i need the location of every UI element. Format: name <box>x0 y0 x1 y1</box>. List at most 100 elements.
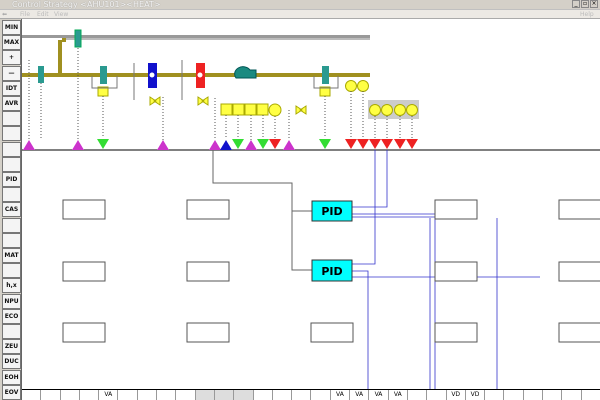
strip-cell[interactable]: VD <box>466 390 486 400</box>
empty-block-slot[interactable] <box>434 199 478 220</box>
menu-file[interactable]: File <box>20 11 31 18</box>
output-point-icon[interactable] <box>406 139 418 149</box>
strip-cell[interactable] <box>408 390 428 400</box>
strip-cell[interactable] <box>214 390 235 400</box>
palette-button-icon-16[interactable] <box>2 263 21 279</box>
strip-cell[interactable] <box>80 390 100 400</box>
palette-button-icon-7[interactable] <box>2 126 21 142</box>
palette-button-icon-20[interactable] <box>2 324 21 339</box>
strip-cell[interactable]: VD <box>447 390 466 400</box>
damper-icon[interactable] <box>74 29 82 48</box>
strip-cell[interactable]: VA <box>389 390 408 400</box>
palette-button-duc[interactable]: DUC <box>2 354 21 370</box>
strip-cell[interactable] <box>485 390 505 400</box>
palette-button-op[interactable]: + <box>2 50 21 66</box>
palette-button-eoh[interactable]: EOH <box>2 369 21 385</box>
strip-cell[interactable]: VA <box>369 390 389 400</box>
valve-icon[interactable] <box>197 96 209 106</box>
valve-icon[interactable] <box>149 96 161 106</box>
sensor-icon[interactable] <box>394 104 406 116</box>
strategy-canvas[interactable]: PID PID <box>22 19 600 390</box>
input-point-icon[interactable] <box>245 140 257 150</box>
output-point-icon[interactable] <box>257 139 269 149</box>
output-point-icon[interactable] <box>369 139 381 149</box>
strip-cell[interactable] <box>157 390 177 400</box>
strip-cell[interactable] <box>311 390 331 400</box>
empty-block-slot[interactable] <box>558 322 600 343</box>
block-icon[interactable] <box>244 103 257 116</box>
palette-button-op[interactable]: — <box>2 65 21 81</box>
palette-button-icon-13[interactable] <box>2 217 21 233</box>
output-point-icon[interactable] <box>381 139 393 149</box>
valve-icon[interactable] <box>295 105 307 115</box>
menu-edit[interactable]: Edit <box>37 11 49 18</box>
empty-block-slot[interactable] <box>62 261 106 282</box>
strip-cell[interactable]: VA <box>99 390 119 400</box>
output-point-icon[interactable] <box>232 139 244 149</box>
filter-icon[interactable] <box>100 66 107 84</box>
strip-cell[interactable] <box>195 390 215 400</box>
strip-cell[interactable] <box>138 390 158 400</box>
block-icon[interactable] <box>220 103 233 116</box>
pid-block-1[interactable]: PID <box>311 200 353 222</box>
output-point-icon[interactable] <box>269 139 281 149</box>
block-icon[interactable] <box>268 103 282 117</box>
palette-button-cas[interactable]: CAS <box>2 202 21 218</box>
empty-block-slot[interactable] <box>558 261 600 282</box>
empty-block-slot[interactable] <box>62 322 106 343</box>
strip-cell[interactable] <box>176 390 196 400</box>
sensor-icon[interactable] <box>406 104 418 116</box>
palette-button-icon-14[interactable] <box>2 232 21 248</box>
strip-cell[interactable]: VA <box>350 390 370 400</box>
strip-cell[interactable] <box>292 390 312 400</box>
menu-view[interactable]: View <box>54 11 69 18</box>
minimize-button[interactable]: _ <box>572 0 580 8</box>
empty-block-slot[interactable] <box>62 199 106 220</box>
palette-button-icon-8[interactable] <box>2 141 21 157</box>
palette-button-max[interactable]: MAX <box>2 35 21 51</box>
strip-cell[interactable] <box>254 390 273 400</box>
strip-cell[interactable] <box>234 390 254 400</box>
input-point-icon[interactable] <box>157 140 169 150</box>
palette-button-icon-11[interactable] <box>2 187 21 203</box>
input-point-icon[interactable] <box>283 140 295 150</box>
strip-cell[interactable]: VA <box>331 390 351 400</box>
strip-cell[interactable] <box>427 390 447 400</box>
input-point-icon[interactable] <box>23 140 35 150</box>
menu-help[interactable]: Help <box>580 11 594 18</box>
block-icon[interactable] <box>256 103 269 116</box>
sensor-icon[interactable] <box>345 80 357 92</box>
palette-button-idt[interactable]: IDT <box>2 80 21 96</box>
empty-block-slot[interactable] <box>558 199 600 220</box>
strip-cell[interactable] <box>41 390 61 400</box>
output-point-icon[interactable] <box>357 139 369 149</box>
empty-block-slot[interactable] <box>434 261 478 282</box>
restore-button[interactable]: ▫ <box>581 0 589 8</box>
damper-icon[interactable] <box>38 66 44 83</box>
output-point-icon[interactable] <box>319 139 331 149</box>
empty-block-slot[interactable] <box>186 199 230 220</box>
palette-button-icon-6[interactable] <box>2 111 21 127</box>
input-point-icon[interactable] <box>220 140 232 150</box>
output-point-icon[interactable] <box>394 139 406 149</box>
palette-button-npu[interactable]: NPU <box>2 293 21 309</box>
empty-block-slot[interactable] <box>310 322 354 343</box>
strip-cell[interactable] <box>504 390 524 400</box>
palette-button-icon-9[interactable] <box>2 156 21 172</box>
fan-icon[interactable] <box>234 66 257 79</box>
sensor-icon[interactable] <box>357 80 369 92</box>
palette-button-hx[interactable]: h,x <box>2 278 21 294</box>
strip-cell[interactable] <box>543 390 563 400</box>
strip-cell[interactable] <box>524 390 544 400</box>
sensor-icon[interactable] <box>369 104 381 116</box>
block-icon[interactable] <box>232 103 245 116</box>
palette-button-min[interactable]: MIN <box>2 20 21 35</box>
input-point-icon[interactable] <box>72 140 84 150</box>
palette-button-mat[interactable]: MAT <box>2 248 21 263</box>
pid-block-2[interactable]: PID <box>311 259 353 282</box>
sensor-icon[interactable] <box>381 104 393 116</box>
palette-button-eco[interactable]: ECO <box>2 308 21 324</box>
palette-button-avr[interactable]: AVR <box>2 96 21 111</box>
empty-block-slot[interactable] <box>434 322 478 343</box>
palette-button-zeu[interactable]: ZEU <box>2 339 21 355</box>
